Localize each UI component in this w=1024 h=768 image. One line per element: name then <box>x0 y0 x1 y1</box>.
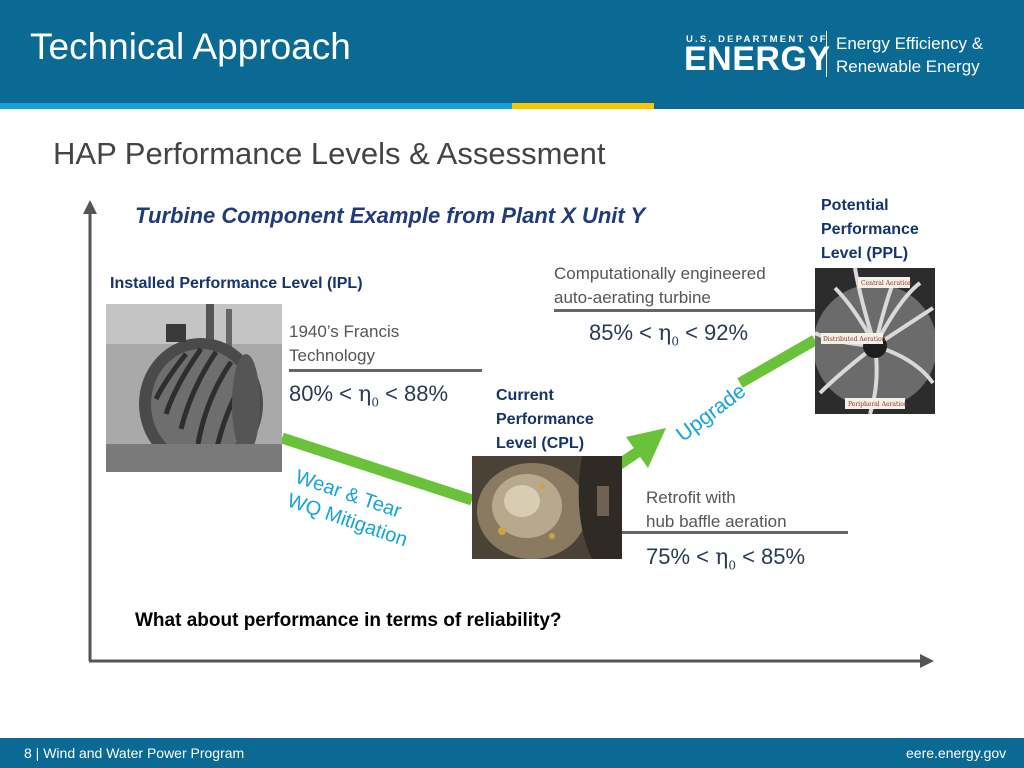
ppl-desc-line-1: Computationally engineered <box>554 264 766 283</box>
header-stripe-yellow <box>512 103 654 109</box>
cpl-underline <box>622 531 848 534</box>
y-axis-arrowhead <box>83 200 97 214</box>
header-stripe-blue <box>0 103 512 109</box>
upgrade-to-ppl-arrow <box>737 335 818 388</box>
ppl-underline <box>554 309 816 312</box>
ppl-eff-low: 85% < <box>589 320 652 345</box>
ppl-label: Potential Performance Level (PPL) <box>821 194 919 266</box>
example-title: Turbine Component Example from Plant X U… <box>135 203 646 228</box>
ppl-label-line-3: Level (PPL) <box>821 245 909 262</box>
upgrade-arrowhead <box>626 428 666 468</box>
cpl-label-line-1: Current <box>496 387 554 404</box>
auto-aerating-runner-image: Central Aeration Distributed Aeration Pe… <box>815 268 935 414</box>
cpl-label-line-3: Level (CPL) <box>496 435 585 452</box>
eta-letter: η <box>358 382 372 407</box>
header-bar <box>0 0 1024 103</box>
eta-symbol: η0 <box>358 382 379 410</box>
slide-subtitle: HAP Performance Levels & Assessment <box>53 136 606 171</box>
cpl-desc-line-1: Retrofit with <box>646 488 736 507</box>
ipl-description: 1940’s Francis Technology <box>289 320 399 368</box>
footer-bar <box>0 738 1024 768</box>
cpl-label-line-2: Performance <box>496 411 594 428</box>
ipl-underline <box>289 369 482 372</box>
francis-runner-image <box>106 304 282 472</box>
ppl-eff-high: < 92% <box>685 320 749 345</box>
doe-logo-text: ENERGY <box>684 40 831 78</box>
ipl-desc-line-1: 1940’s Francis <box>289 322 400 341</box>
ipl-eff-low: 80% < <box>289 381 352 406</box>
ppl-photo-caption-1: Central Aeration <box>861 280 912 287</box>
doe-logo-small-text: U.S. DEPARTMENT OF <box>686 34 828 45</box>
header-stripe-dark <box>654 103 1024 109</box>
reliability-question: What about performance in terms of relia… <box>135 610 562 631</box>
ipl-eff-high: < 88% <box>385 381 449 406</box>
cpl-description: Retrofit with hub baffle aeration <box>646 486 787 534</box>
hub-baffle-image <box>472 456 622 559</box>
eere-line-2: Renewable Energy <box>836 57 980 76</box>
slide-title: Technical Approach <box>30 26 351 67</box>
ppl-turbine-photo: Central Aeration Distributed Aeration Pe… <box>815 268 935 414</box>
cpl-efficiency-range: 75% < η0 < 85% <box>646 544 805 572</box>
footer-program: 8 | Wind and Water Power Program <box>24 745 245 761</box>
eta-subscript: 0 <box>371 395 379 410</box>
eta-symbol: η0 <box>658 321 679 349</box>
eta-symbol: η0 <box>715 545 736 573</box>
eta-subscript: 0 <box>728 558 736 573</box>
ipl-efficiency-range: 80% < η0 < 88% <box>289 381 448 409</box>
cpl-turbine-photo <box>472 456 622 559</box>
footer-website-link[interactable]: eere.energy.gov <box>906 745 1007 761</box>
cpl-label: Current Performance Level (CPL) <box>496 384 594 456</box>
x-axis-arrowhead <box>920 654 934 668</box>
ipl-desc-line-2: Technology <box>289 346 376 365</box>
ppl-photo-caption-2: Distributed Aeration <box>823 336 886 343</box>
logo-divider <box>826 31 827 77</box>
cpl-eff-low: 75% < <box>646 544 709 569</box>
ppl-label-line-2: Performance <box>821 221 919 238</box>
ppl-efficiency-range: 85% < η0 < 92% <box>589 320 748 348</box>
eere-logo-text: Energy Efficiency & Renewable Energy <box>836 32 983 78</box>
cpl-desc-line-2: hub baffle aeration <box>646 512 787 531</box>
ppl-description: Computationally engineered auto-aerating… <box>554 262 766 310</box>
cpl-eff-high: < 85% <box>742 544 806 569</box>
eta-subscript: 0 <box>671 334 679 349</box>
eta-letter: η <box>715 545 729 570</box>
ppl-desc-line-2: auto-aerating turbine <box>554 288 711 307</box>
eta-letter: η <box>658 321 672 346</box>
eere-line-1: Energy Efficiency & <box>836 34 984 53</box>
ppl-label-line-1: Potential <box>821 197 889 214</box>
ppl-photo-caption-3: Peripheral Aeration <box>848 401 908 408</box>
ipl-label: Installed Performance Level (IPL) <box>110 275 363 292</box>
wear-tear-arrow <box>280 432 474 506</box>
ipl-turbine-photo <box>106 304 282 472</box>
